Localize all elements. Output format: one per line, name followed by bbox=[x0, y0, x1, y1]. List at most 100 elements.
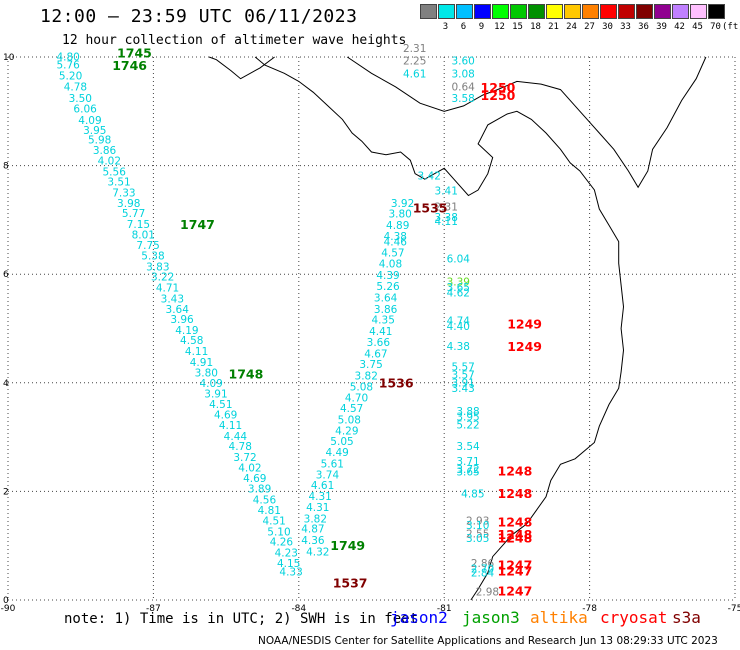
swh-value-label: 3.88 bbox=[456, 406, 479, 418]
pass-time-label: 1749 bbox=[330, 538, 365, 553]
x-tick-label: -90 bbox=[1, 604, 16, 614]
colorbar-label: 15 bbox=[512, 22, 523, 32]
swh-value-label: 5.10 bbox=[267, 526, 290, 538]
colorbar-swatch bbox=[474, 4, 491, 19]
credit-line: NOAA/NESDIS Center for Satellite Applica… bbox=[258, 635, 576, 647]
pass-time-label: 1248 bbox=[498, 530, 533, 545]
colorbar-label: 27 bbox=[584, 22, 595, 32]
pass-time-label: 1248 bbox=[498, 515, 533, 530]
swh-value-label: 4.81 bbox=[258, 505, 281, 517]
swh-value-label: 7.33 bbox=[112, 188, 135, 200]
swh-value-label: 4.38 bbox=[384, 231, 407, 243]
swh-value-label: 4.32 bbox=[306, 546, 329, 558]
swh-value-label: 3.43 bbox=[451, 383, 474, 395]
colorbar-swatch bbox=[564, 4, 581, 19]
swh-value-label: 3.10 bbox=[466, 520, 489, 532]
swh-value-label: 3.71 bbox=[456, 456, 479, 468]
swh-value-label: 5.57 bbox=[451, 361, 474, 373]
swh-value-label: 3.50 bbox=[69, 93, 92, 105]
pass-time-label: 1250 bbox=[481, 88, 516, 103]
colorbar-swatch bbox=[438, 4, 455, 19]
swh-value-label: 5.56 bbox=[103, 166, 127, 178]
colorbar-swatch bbox=[510, 4, 527, 19]
swh-value-label: 4.19 bbox=[175, 325, 198, 337]
swh-value-label: 2.55 bbox=[466, 529, 489, 541]
colorbar-label: 9 bbox=[478, 22, 485, 32]
colorbar-label: 33 bbox=[620, 22, 631, 32]
swh-value-label: 4.67 bbox=[364, 348, 387, 360]
swh-value-label: 3.54 bbox=[456, 441, 480, 453]
swh-value-label: 6.06 bbox=[73, 103, 97, 115]
swh-value-label: 4.11 bbox=[185, 346, 208, 358]
colorbar-swatch bbox=[708, 4, 725, 19]
swh-value-label: 4.51 bbox=[262, 516, 285, 528]
swh-value-label: 4.69 bbox=[214, 410, 237, 422]
legend-s3a: s3a bbox=[672, 608, 701, 627]
swh-value-label: 5.98 bbox=[88, 134, 111, 146]
swh-value-label: 5.61 bbox=[321, 459, 344, 471]
y-tick-label: 6 bbox=[3, 270, 9, 280]
swh-value-label: 4.40 bbox=[447, 321, 470, 333]
swh-value-label: 0.64 bbox=[451, 82, 475, 94]
swh-value-label: 5.76 bbox=[56, 59, 80, 71]
pass-time-label: 1248 bbox=[498, 527, 533, 542]
swh-value-label: 3.51 bbox=[107, 177, 130, 189]
swh-value-label: 6.04 bbox=[447, 253, 471, 265]
swh-value-label: 3.82 bbox=[304, 513, 327, 525]
legend-jason2: jason2 bbox=[390, 608, 448, 627]
pass-time-label: 1250 bbox=[481, 80, 516, 95]
swh-value-label: 3.82 bbox=[355, 371, 378, 383]
swh-value-label: 3.86 bbox=[374, 304, 398, 316]
colorbar-label: 12 bbox=[494, 22, 505, 32]
coastline-segment bbox=[347, 56, 707, 189]
swh-value-label: 4.23 bbox=[275, 548, 298, 560]
y-tick-label: 10 bbox=[3, 53, 15, 63]
swh-value-label: 3.66 bbox=[367, 337, 391, 349]
swh-value-label: 4.61 bbox=[403, 69, 426, 81]
swh-value-label: 3.92 bbox=[391, 198, 414, 210]
swh-value-label: 3.65 bbox=[447, 282, 470, 294]
swh-value-label: 3.80 bbox=[195, 367, 218, 379]
swh-value-label: 4.61 bbox=[311, 480, 334, 492]
swh-value-label: 3.83 bbox=[146, 261, 169, 273]
swh-value-label: 4.41 bbox=[369, 326, 392, 338]
colorbar-label: 36 bbox=[638, 22, 649, 32]
y-tick-label: 2 bbox=[3, 487, 9, 497]
colorbar-label: 30 bbox=[602, 22, 613, 32]
x-tick-label: -87 bbox=[146, 604, 161, 614]
map-axes: -90 -87 -84 -81 -78 -75 0 2 4 6 8 10 bbox=[1, 53, 740, 614]
swh-value-label: 4.57 bbox=[340, 403, 363, 415]
colorbar-label: 24 bbox=[566, 22, 577, 32]
swh-value-label: 3.60 bbox=[451, 56, 474, 68]
pass-time-label: 1247 bbox=[498, 584, 533, 599]
pass-time-label: 1748 bbox=[229, 366, 264, 381]
pass-time-label: 1747 bbox=[180, 217, 215, 232]
swh-value-label: 4.87 bbox=[301, 524, 324, 536]
swh-value-label: 4.31 bbox=[308, 491, 331, 503]
swh-value-label: 3.38 bbox=[435, 212, 458, 224]
swh-value-label: 5.20 bbox=[59, 70, 82, 82]
x-tick-label: -84 bbox=[291, 604, 306, 614]
colorbar-swatch bbox=[600, 4, 617, 19]
colorbar-swatch bbox=[582, 4, 599, 19]
swh-value-label: 4.80 bbox=[56, 51, 79, 63]
swh-value-label: 3.42 bbox=[418, 171, 441, 183]
swh-value-label: 8.01 bbox=[132, 229, 155, 241]
swh-value-label: 3.72 bbox=[233, 452, 256, 464]
colorbar-label: 6 bbox=[460, 22, 467, 32]
colorbar-swatch bbox=[456, 4, 473, 19]
colorbar-label: 21 bbox=[548, 22, 559, 32]
swh-value-label: 3.39 bbox=[447, 277, 470, 289]
swh-value-label: 3.05 bbox=[466, 533, 489, 545]
colorbar-label: 45 bbox=[692, 22, 703, 32]
swh-value-label: 4.78 bbox=[229, 441, 252, 453]
swh-value-label: 3.72 bbox=[456, 464, 479, 476]
colorbar-swatch bbox=[528, 4, 545, 19]
swh-value-label: 4.09 bbox=[78, 115, 101, 127]
swh-value-label: 4.11 bbox=[435, 216, 458, 228]
swh-value-label: 4.02 bbox=[98, 156, 121, 168]
swh-value-label: 2.31 bbox=[403, 43, 426, 55]
swh-value-label: 5.05 bbox=[330, 436, 353, 448]
